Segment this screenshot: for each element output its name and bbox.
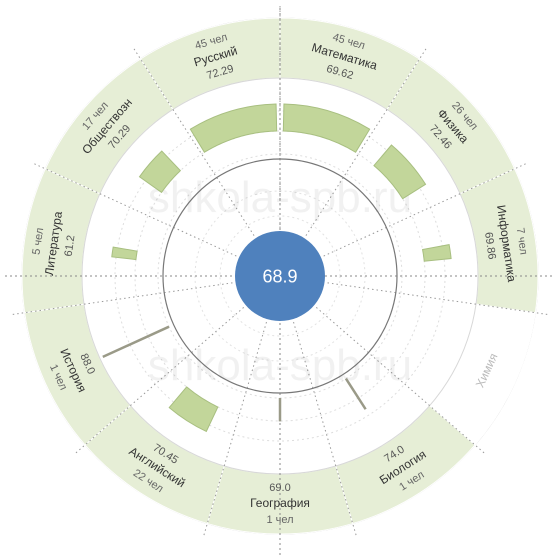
center: 68.9 [235, 231, 325, 321]
spoke-line [12, 282, 233, 315]
bar-Русский [189, 103, 278, 153]
bar-История [102, 325, 170, 359]
label-subj-count-2: 7 чел [514, 227, 530, 256]
spoke-line [305, 48, 427, 236]
spoke-line [327, 282, 548, 315]
spoke-line [34, 163, 237, 257]
label-subj-count-8: 5 чел [31, 227, 47, 256]
bars-layer [102, 103, 452, 433]
spoke-line [75, 307, 245, 454]
center-value: 68.9 [262, 267, 297, 287]
bar-Обществозн [138, 150, 182, 194]
bar-Физика [373, 144, 427, 200]
label-subj-count-5: 1 чел [266, 514, 293, 526]
bar-Математика [282, 103, 371, 153]
watermark-layer: shkola-spb.ru shkola-spb.ru [148, 173, 412, 390]
bar-Английский [168, 386, 219, 433]
bar-Биология [344, 377, 367, 410]
watermark-top: shkola-spb.ru [148, 173, 412, 222]
label-subj-val-2: 69.86 [482, 231, 498, 260]
label-subj-name-5: География [250, 496, 310, 510]
spoke-line [133, 48, 255, 236]
center-circle [235, 231, 325, 321]
label-subj-val-8: 61.2 [63, 234, 78, 257]
spoke-line [203, 321, 267, 536]
label-subj-val-5: 69.0 [269, 482, 290, 494]
spoke-line [315, 307, 485, 454]
spoke-line [293, 321, 357, 536]
watermark-bottom: shkola-spb.ru [148, 341, 412, 390]
inner-shell [162, 158, 398, 394]
bar-Литература [111, 246, 138, 261]
bar-Информатика [421, 244, 452, 262]
spoke-line [323, 163, 526, 257]
